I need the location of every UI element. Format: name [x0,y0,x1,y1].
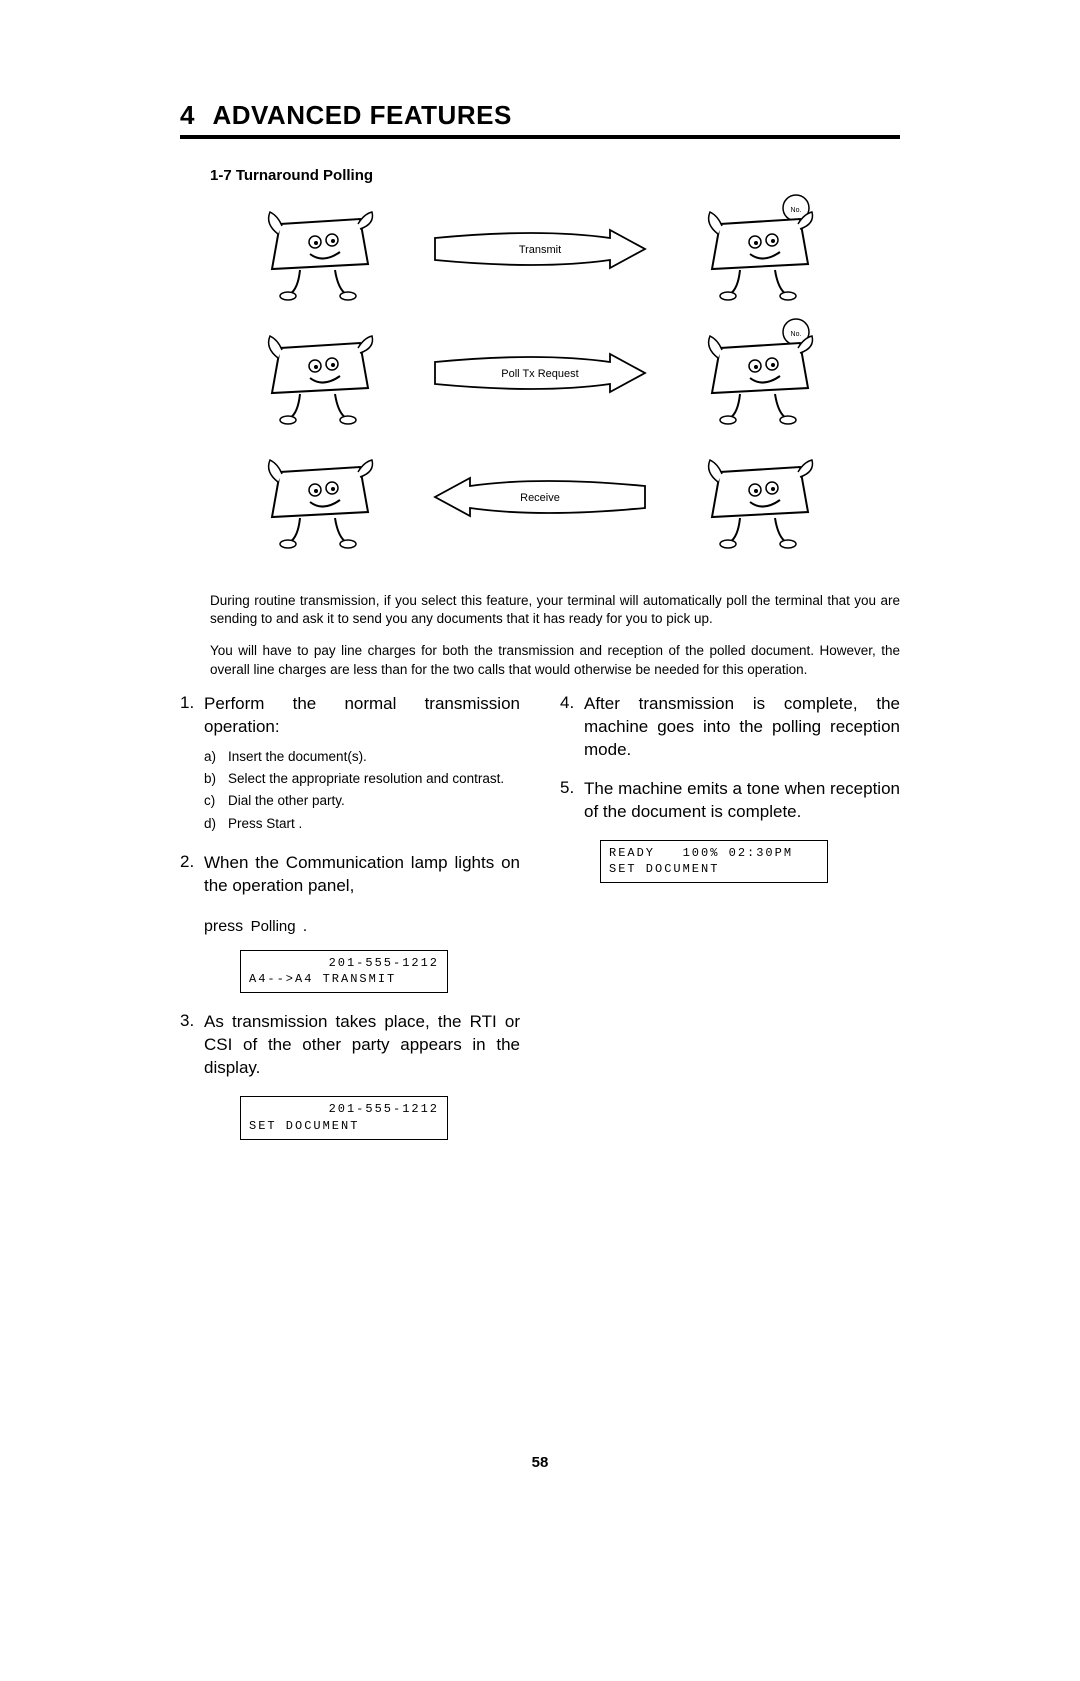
step: 3. As transmission takes place, the RTI … [180,1011,520,1080]
lcd-display: 201-555-1212 A4-->A4 TRANSMIT [240,950,448,994]
lcd-line-2: A4-->A4 TRANSMIT [249,971,439,988]
substep-letter: d) [204,814,222,834]
step-text: As transmission takes place, the RTI or … [204,1011,520,1080]
substep-text: Press Start . [228,814,302,834]
right-column: 4. After transmission is complete, the m… [560,693,900,1158]
page-number: 58 [0,1454,1080,1471]
turnaround-diagram: Transmit No. [260,194,820,566]
intro-paragraph-1: During routine transmission, if you sele… [210,592,900,628]
arrow-container: Poll Tx Request [380,350,700,396]
substep: d) Press Start . [204,814,520,834]
substep-list: a) Insert the document(s). b) Select the… [204,747,520,834]
svg-text:No.: No. [791,207,802,214]
step-number: 5. [560,778,578,824]
step-text: When the Communication lamp lights on th… [204,852,520,898]
substep: c) Dial the other party. [204,791,520,811]
fax-mascot-icon [260,194,380,304]
step: 1. Perform the normal transmission opera… [180,693,520,836]
step-body: Perform the normal transmission operatio… [204,693,520,836]
chapter-header: 4 ADVANCED FEATURES [180,100,900,139]
step-body: After transmission is complete, the mach… [584,693,900,762]
fax-mascot-icon [260,442,380,552]
left-column: 1. Perform the normal transmission opera… [180,693,520,1158]
svg-text:Poll Tx Request: Poll Tx Request [501,368,578,380]
step-text: The machine emits a tone when reception … [584,778,900,824]
step-text: Perform the normal transmission operatio… [204,693,520,739]
flow-arrow-icon: Transmit [430,226,650,272]
flow-arrow-icon: Receive [430,474,650,520]
substep-letter: c) [204,791,222,811]
svg-text:Transmit: Transmit [519,244,561,256]
substep-text: Select the appropriate resolution and co… [228,769,504,789]
step-body: As transmission takes place, the RTI or … [204,1011,520,1080]
step-number: 1. [180,693,198,836]
lcd-display: 201-555-1212 SET DOCUMENT [240,1096,448,1140]
lcd-line-1: READY 100% 02:30PM [609,845,819,862]
intro-paragraph-2: You will have to pay line charges for bo… [210,642,900,678]
lcd-line-2: SET DOCUMENT [249,1118,439,1135]
lcd-line-1: 201-555-1212 [249,955,439,972]
step: 2. When the Communication lamp lights on… [180,852,520,898]
diagram-row: Transmit No. [260,194,820,304]
chapter-title: ADVANCED FEATURES [212,100,511,131]
step-body: The machine emits a tone when reception … [584,778,900,824]
step: 4. After transmission is complete, the m… [560,693,900,762]
press-verb: press [204,918,243,935]
button-label: Polling [248,917,303,936]
substep: a) Insert the document(s). [204,747,520,767]
fax-mascot-icon [700,442,820,552]
step-text: After transmission is complete, the mach… [584,693,900,762]
substep-letter: b) [204,769,222,789]
chapter-number: 4 [180,100,194,131]
arrow-container: Receive [380,474,700,520]
lcd-line-1: 201-555-1212 [249,1101,439,1118]
flow-arrow-icon: Poll Tx Request [430,350,650,396]
lcd-display: READY 100% 02:30PM SET DOCUMENT [600,840,828,884]
arrow-container: Transmit [380,226,700,272]
substep: b) Select the appropriate resolution and… [204,769,520,789]
svg-text:Receive: Receive [520,492,560,504]
substep-letter: a) [204,747,222,767]
diagram-row: Receive [260,442,820,552]
step-body: When the Communication lamp lights on th… [204,852,520,898]
page: 4 ADVANCED FEATURES 1-7 Turnaround Polli… [0,0,1080,1681]
svg-text:No.: No. [791,331,802,338]
lcd-line-2: SET DOCUMENT [609,861,819,878]
step-number: 2. [180,852,198,898]
step: 5. The machine emits a tone when recepti… [560,778,900,824]
fax-mascot-icon: No. [700,194,820,304]
diagram-row: Poll Tx Request No. [260,318,820,428]
substep-text: Dial the other party. [228,791,345,811]
press-tail: . [303,918,307,935]
fax-mascot-icon: No. [700,318,820,428]
instruction-columns: 1. Perform the normal transmission opera… [180,693,900,1158]
substep-text: Insert the document(s). [228,747,367,767]
step-number: 4. [560,693,578,762]
press-instruction: press Polling . [204,918,520,936]
diagram-wrap: Transmit No. [180,194,900,566]
step-number: 3. [180,1011,198,1080]
fax-mascot-icon [260,318,380,428]
subsection-heading: 1-7 Turnaround Polling [210,167,900,184]
